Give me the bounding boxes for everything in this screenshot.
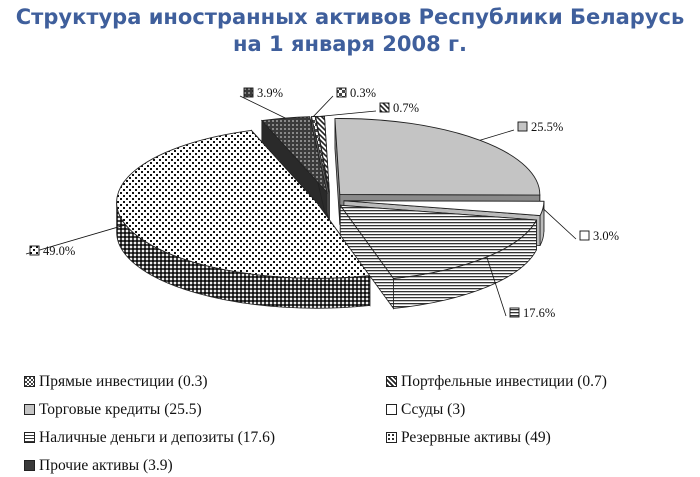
legend-label: Прямые инвестиции (0.3) bbox=[39, 373, 208, 390]
legend-item-reserve: Резервные активы (49) bbox=[386, 428, 551, 448]
slice-label-2: 25.5% bbox=[479, 120, 563, 141]
slice-top bbox=[339, 204, 538, 279]
slice-top bbox=[260, 116, 328, 195]
legend-label: Наличные деньги и депозиты (17.6) bbox=[39, 429, 276, 446]
legend-label: Резервные активы (49) bbox=[401, 429, 551, 446]
label-text: 3.0% bbox=[593, 229, 619, 243]
swatch-checker bbox=[24, 376, 35, 387]
chart-title: Структура иностранных активов Республики… bbox=[0, 4, 700, 58]
slice-top bbox=[343, 200, 545, 217]
swatch-white bbox=[386, 404, 397, 415]
legend-item-cash: Наличные деньги и депозиты (17.6) bbox=[24, 428, 275, 448]
pie-slice-4 bbox=[339, 204, 538, 310]
legend-label: Портфельные инвестиции (0.7) bbox=[401, 373, 607, 390]
label-swatch bbox=[379, 102, 390, 113]
legend-item-direct: Прямые инвестиции (0.3) bbox=[24, 372, 208, 392]
chart-title-line-2: на 1 января 2008 г. bbox=[233, 32, 467, 56]
legend-label: Прочие активы (3.9) bbox=[39, 457, 173, 474]
legend-item-loans: Ссуды (3) bbox=[386, 400, 465, 420]
label-swatch bbox=[509, 307, 520, 318]
leader-line bbox=[486, 256, 507, 317]
legend-label: Ссуды (3) bbox=[401, 401, 466, 418]
chart-title-line-1: Структура иностранных активов Республики… bbox=[15, 5, 685, 29]
leader-line bbox=[239, 95, 286, 119]
label-swatch bbox=[336, 87, 347, 98]
slice-top bbox=[334, 118, 541, 196]
legend-label: Торговые кредиты (25.5) bbox=[39, 401, 202, 418]
legend-item-trade: Торговые кредиты (25.5) bbox=[24, 400, 202, 420]
swatch-dots bbox=[386, 432, 397, 443]
pie-chart: 0.3% 0.7% 25.5% 3.0% 17.6% 49.0% 3.9% bbox=[25, 86, 619, 320]
swatch-dark bbox=[24, 460, 35, 471]
label-text: 25.5% bbox=[531, 120, 563, 134]
slice-top bbox=[116, 129, 371, 279]
slice-label-4: 17.6% bbox=[486, 256, 555, 320]
legend-item-other: Прочие активы (3.9) bbox=[24, 456, 173, 476]
label-text: 0.3% bbox=[350, 86, 376, 100]
swatch-hlines bbox=[24, 432, 35, 443]
slice-top bbox=[310, 116, 330, 193]
label-swatch bbox=[29, 245, 40, 256]
leader-line bbox=[320, 110, 377, 117]
label-swatch bbox=[579, 230, 590, 241]
pie-slice-5 bbox=[116, 129, 371, 309]
label-swatch bbox=[243, 87, 254, 98]
label-text: 17.6% bbox=[523, 306, 555, 320]
legend-item-portfolio: Портфельные инвестиции (0.7) bbox=[386, 372, 607, 392]
leader-line bbox=[542, 208, 577, 240]
label-text: 0.7% bbox=[393, 101, 419, 115]
swatch-diag bbox=[386, 376, 397, 387]
label-text: 3.9% bbox=[257, 86, 283, 100]
leader-line bbox=[313, 95, 334, 117]
slice-label-0: 0.3% bbox=[313, 86, 376, 117]
leader-line bbox=[25, 224, 126, 255]
leader-line bbox=[479, 129, 515, 141]
label-swatch bbox=[517, 121, 528, 132]
swatch-gray bbox=[24, 404, 35, 415]
slice-label-5: 49.0% bbox=[25, 224, 126, 258]
slice-label-6: 3.9% bbox=[239, 86, 286, 119]
label-text: 49.0% bbox=[43, 244, 75, 258]
slice-label-3: 3.0% bbox=[542, 208, 619, 243]
slice-label-1: 0.7% bbox=[320, 101, 419, 117]
